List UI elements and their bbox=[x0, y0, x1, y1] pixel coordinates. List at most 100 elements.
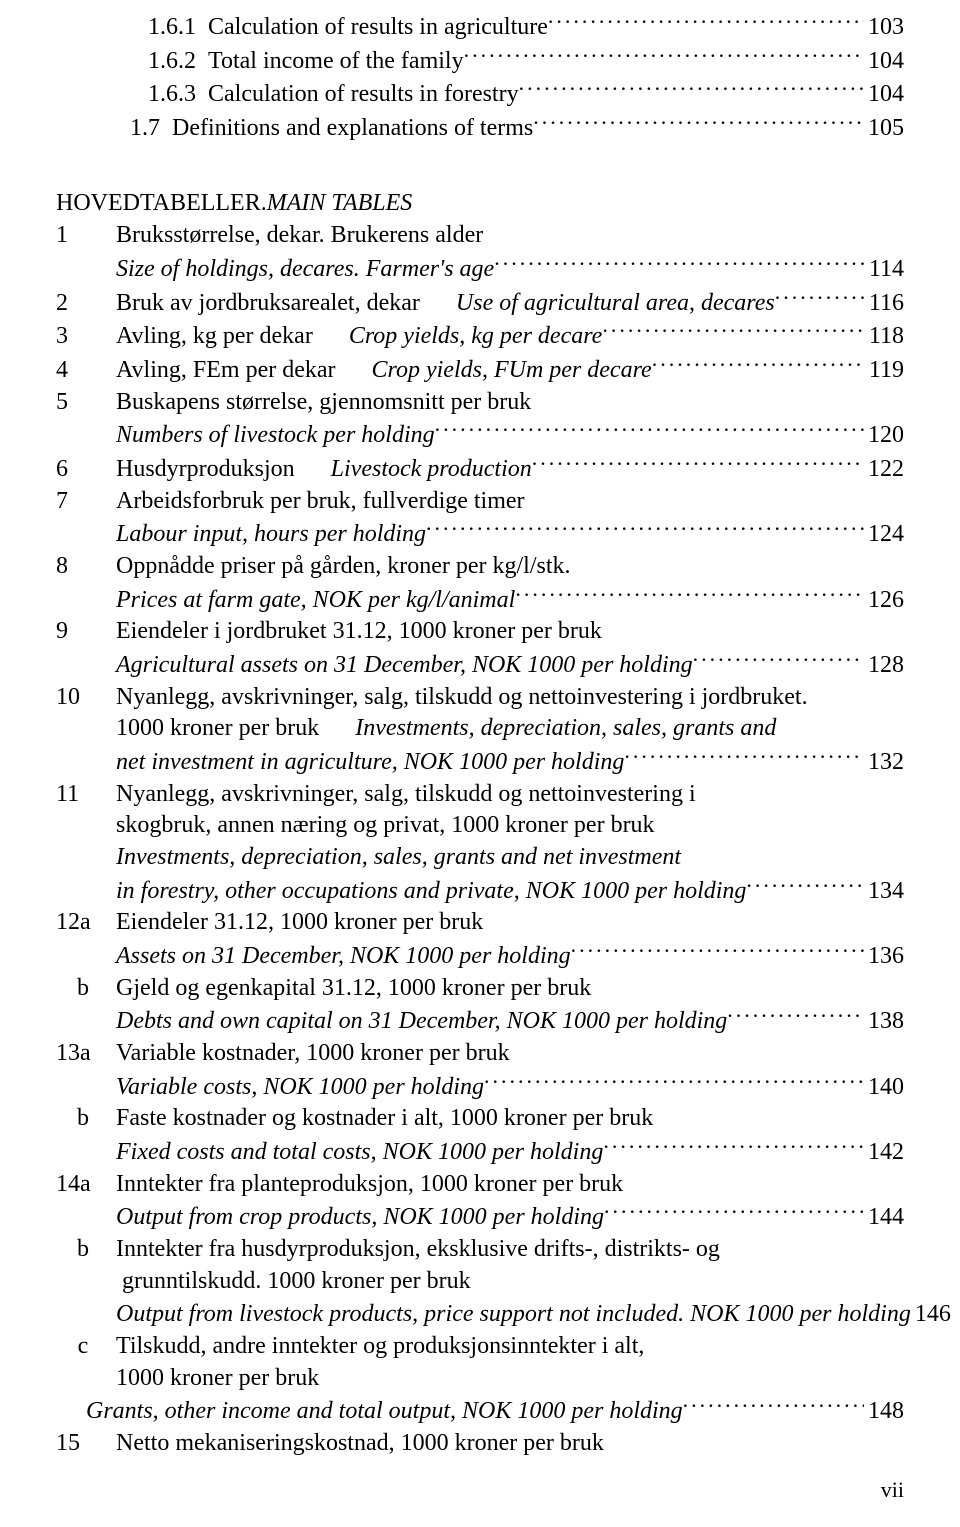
entry-norwegian: Buskapens størrelse, gjennomsnitt per br… bbox=[116, 387, 531, 419]
toc-line: 10Nyanlegg, avskrivninger, salg, tilskud… bbox=[56, 682, 904, 714]
toc-upper: 1.6.1 Calculation of results in agricult… bbox=[56, 10, 904, 145]
section-heading-no: HOVEDTABELLER. bbox=[56, 187, 267, 221]
toc-line: Fixed costs and total costs, NOK 1000 pe… bbox=[56, 1135, 904, 1169]
leader-dots bbox=[533, 111, 864, 135]
toc-line: 6HusdyrproduksjonLivestock production 12… bbox=[56, 452, 904, 486]
toc-page-number: 116 bbox=[865, 288, 904, 320]
toc-line: bInntekter fra husdyrproduksjon, eksklus… bbox=[56, 1234, 904, 1266]
entry-norwegian: Eiendeler 31.12, 1000 kroner per bruk bbox=[116, 907, 483, 939]
toc-line: Variable costs, NOK 1000 per holding 140 bbox=[56, 1070, 904, 1104]
entry-english: Debts and own capital on 31 December, NO… bbox=[116, 1006, 727, 1038]
entry-number: 4 bbox=[56, 355, 116, 387]
leader-dots bbox=[571, 939, 864, 963]
toc-page-number: 142 bbox=[864, 1137, 904, 1169]
toc-page-number: 144 bbox=[864, 1202, 904, 1234]
entry-english: Size of holdings, decares. Farmer's age bbox=[116, 254, 494, 286]
entry-norwegian: Bruk av jordbruksarealet, dekar bbox=[116, 288, 420, 320]
toc-line: bGjeld og egenkapital 31.12, 1000 kroner… bbox=[56, 973, 904, 1005]
entry-english: net investment in agriculture, NOK 1000 … bbox=[116, 747, 624, 779]
entry-norwegian: Avling, kg per dekar bbox=[116, 321, 313, 353]
entry-number: 3 bbox=[56, 321, 116, 353]
entry-number: 6 bbox=[56, 454, 116, 486]
leader-dots bbox=[603, 1135, 864, 1159]
toc-line: grunntilskudd. 1000 kroner per bruk bbox=[56, 1266, 904, 1298]
leader-dots bbox=[775, 286, 865, 310]
entry-number: 5 bbox=[56, 387, 116, 419]
leader-dots bbox=[727, 1004, 864, 1028]
leader-dots bbox=[683, 1394, 864, 1418]
toc-line: Agricultural assets on 31 December, NOK … bbox=[56, 648, 904, 682]
entry-norwegian: 1000 kroner per bruk bbox=[116, 1363, 319, 1395]
toc-line: 5Buskapens størrelse, gjennomsnitt per b… bbox=[56, 387, 904, 419]
leader-dots bbox=[746, 874, 864, 898]
toc-line: 3Avling, kg per dekar Crop yields, kg per… bbox=[56, 319, 904, 353]
entry-english: Investments, depreciation, sales, grants… bbox=[355, 713, 776, 745]
toc-line: Output from livestock products, price su… bbox=[56, 1297, 904, 1331]
toc-line: in forestry, other occupations and priva… bbox=[56, 874, 904, 908]
entry-norwegian: Nyanlegg, avskrivninger, salg, tilskudd … bbox=[116, 682, 808, 714]
toc-line: 1.7 Definitions and explanations of term… bbox=[56, 111, 904, 145]
toc-line: Assets on 31 December, NOK 1000 per hold… bbox=[56, 939, 904, 973]
entry-english: Assets on 31 December, NOK 1000 per hold… bbox=[116, 941, 571, 973]
toc-line: 1000 kroner per bruk bbox=[56, 1363, 904, 1395]
leader-dots bbox=[624, 745, 864, 769]
toc-page-number: 120 bbox=[864, 420, 904, 452]
entry-number: 13a bbox=[56, 1038, 116, 1070]
entry-number: 11 bbox=[56, 779, 116, 811]
entry-number: 12a bbox=[56, 907, 116, 939]
toc-page-number: 114 bbox=[865, 254, 904, 286]
toc-line: 1000 kroner per brukInvestments, depreci… bbox=[56, 713, 904, 745]
toc-entries: 1Bruksstørrelse, dekar. Brukerens alderS… bbox=[56, 220, 904, 1460]
entry-norwegian: Variable kostnader, 1000 kroner per bruk bbox=[116, 1038, 510, 1070]
toc-line: 15Netto mekaniseringskostnad, 1000 krone… bbox=[56, 1428, 904, 1460]
toc-line: Numbers of livestock per holding 120 bbox=[56, 418, 904, 452]
toc-entry-number: 1.6.3 bbox=[112, 79, 208, 111]
toc-line: 8Oppnådde priser på gården, kroner per k… bbox=[56, 551, 904, 583]
entry-sub-letter: b bbox=[56, 1103, 116, 1135]
leader-dots bbox=[515, 583, 864, 607]
toc-line: Debts and own capital on 31 December, NO… bbox=[56, 1004, 904, 1038]
leader-dots bbox=[484, 1070, 864, 1094]
toc-line: 1.6.1 Calculation of results in agricult… bbox=[56, 10, 904, 44]
toc-page-number: 118 bbox=[865, 321, 904, 353]
toc-page-number: 124 bbox=[864, 519, 904, 551]
toc-entry-number: 1.6.2 bbox=[112, 46, 208, 78]
toc-page-number: 104 bbox=[864, 46, 904, 78]
toc-page-number: 103 bbox=[864, 12, 904, 44]
leader-dots bbox=[532, 452, 864, 476]
toc-page-number: 134 bbox=[864, 876, 904, 908]
entry-sub-letter: c bbox=[56, 1331, 116, 1363]
entry-english: Numbers of livestock per holding bbox=[116, 420, 435, 452]
toc-line: cTilskudd, andre inntekter og produksjon… bbox=[56, 1331, 904, 1363]
entry-norwegian: Eiendeler i jordbruket 31.12, 1000 krone… bbox=[116, 616, 602, 648]
entry-norwegian: Husdyrproduksjon bbox=[116, 454, 295, 486]
toc-line: 7Arbeidsforbruk per bruk, fullverdige ti… bbox=[56, 486, 904, 518]
toc-entry-title: Total income of the family bbox=[208, 46, 464, 78]
leader-dots bbox=[519, 77, 864, 101]
entry-norwegian: Nyanlegg, avskrivninger, salg, tilskudd … bbox=[116, 779, 696, 811]
toc-page-number: 132 bbox=[864, 747, 904, 779]
toc-line: 2Bruk av jordbruksarealet, dekar Use of a… bbox=[56, 286, 904, 320]
entry-sub-letter: b bbox=[56, 1234, 116, 1266]
toc-line: 1.6.2 Total income of the family 104 bbox=[56, 44, 904, 78]
entry-english: Labour input, hours per holding bbox=[116, 519, 426, 551]
toc-line: Labour input, hours per holding 124 bbox=[56, 517, 904, 551]
toc-line: Prices at farm gate, NOK per kg/l/animal… bbox=[56, 583, 904, 617]
section-heading-en: MAIN TABLES bbox=[267, 187, 413, 221]
leader-dots bbox=[435, 418, 864, 442]
leader-dots bbox=[464, 44, 864, 68]
toc-page-number: 138 bbox=[864, 1006, 904, 1038]
toc-entry-title: Calculation of results in agriculture bbox=[208, 12, 548, 44]
entry-english: Agricultural assets on 31 December, NOK … bbox=[116, 650, 693, 682]
toc-line: skogbruk, annen næring og privat, 1000 k… bbox=[56, 810, 904, 842]
entry-number: 2 bbox=[56, 288, 116, 320]
toc-line: 12aEiendeler 31.12, 1000 kroner per bruk bbox=[56, 907, 904, 939]
entry-norwegian: skogbruk, annen næring og privat, 1000 k… bbox=[116, 810, 655, 842]
entry-english: Use of agricultural area, decares bbox=[456, 288, 775, 320]
toc-page-number: 148 bbox=[864, 1396, 904, 1428]
toc-page-number: 105 bbox=[864, 113, 904, 145]
toc-line: 1.6.3 Calculation of results in forestry… bbox=[56, 77, 904, 111]
entry-english: Crop yields, kg per decare bbox=[349, 321, 603, 353]
toc-line: Size of holdings, decares. Farmer's age … bbox=[56, 252, 904, 286]
entry-norwegian: Bruksstørrelse, dekar. Brukerens alder bbox=[116, 220, 483, 252]
